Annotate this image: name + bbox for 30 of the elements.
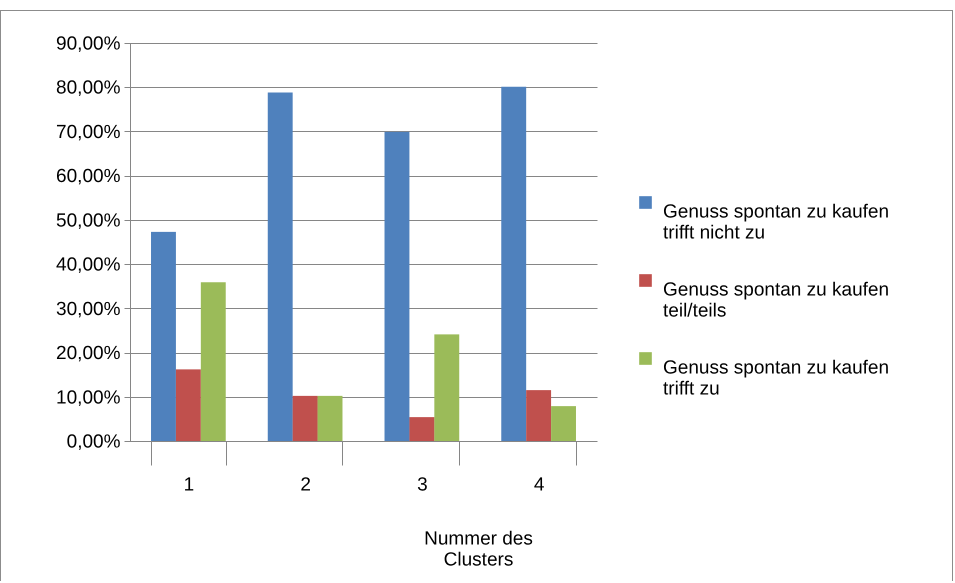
y-tick-label: 20,00% xyxy=(56,343,121,364)
bar xyxy=(551,406,576,441)
bar xyxy=(384,132,410,441)
y-tick-label: 30,00% xyxy=(56,298,121,320)
bar xyxy=(526,390,552,441)
y-tick-label: 50,00% xyxy=(56,210,121,232)
x-axis-title: Nummer des Clusters xyxy=(424,528,533,570)
legend-label: Genuss spontan zu kaufen trifft zu xyxy=(663,358,890,400)
y-tick-label: 10,00% xyxy=(56,387,121,408)
legend-label: Genuss spontan zu kaufen teil/teils xyxy=(663,280,890,322)
bar xyxy=(434,334,460,441)
x-tick-label: 2 xyxy=(300,474,311,496)
bar xyxy=(292,396,318,441)
y-tick-label: 40,00% xyxy=(56,254,121,276)
x-tick-label: 3 xyxy=(417,474,428,496)
y-tick-label: 60,00% xyxy=(56,166,121,188)
x-tick-label: 4 xyxy=(534,474,545,496)
bar xyxy=(318,396,342,441)
bar xyxy=(200,282,226,441)
bar xyxy=(176,369,201,441)
y-tick-label: 0,00% xyxy=(66,432,121,452)
bar xyxy=(151,232,176,441)
legend-label: Genuss spontan zu kaufen trifft nicht zu xyxy=(663,202,890,244)
bar xyxy=(409,417,434,441)
bar xyxy=(501,86,526,441)
y-tick-label: 70,00% xyxy=(56,122,121,143)
bar xyxy=(268,92,293,441)
y-tick-label: 80,00% xyxy=(56,78,121,99)
x-tick-label: 1 xyxy=(184,474,194,496)
y-tick-label: 90,00% xyxy=(56,34,121,54)
